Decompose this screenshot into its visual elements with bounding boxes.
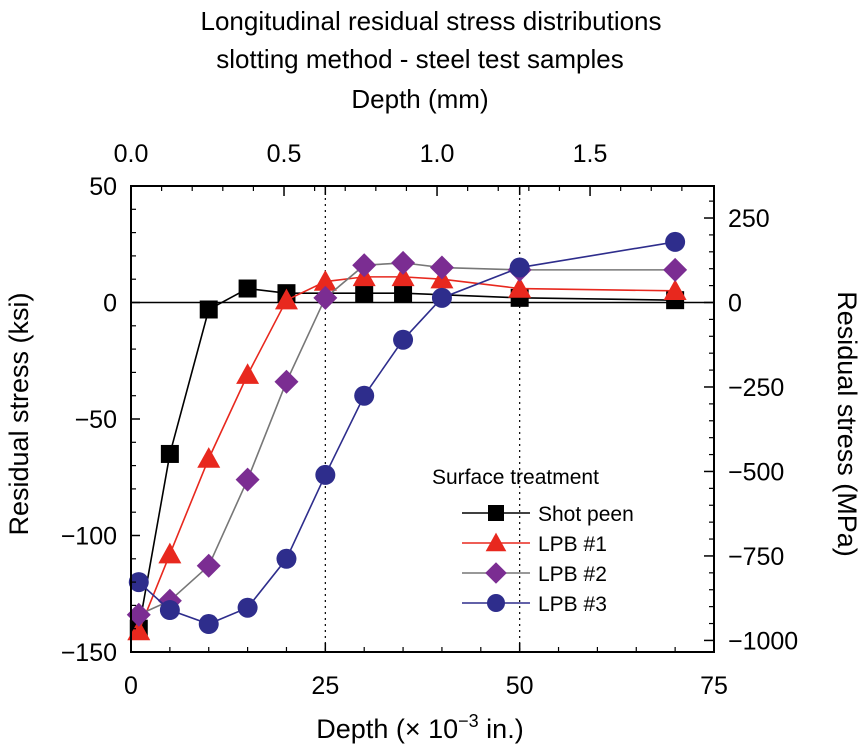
data-point	[508, 277, 532, 298]
right-tick-label: −1000	[728, 627, 798, 655]
data-point	[274, 288, 298, 310]
legend-label: LPB #1	[538, 533, 607, 556]
legend: Surface treatment Shot peen LPB #1 LPB #2 L…	[432, 466, 634, 616]
series-line	[138, 262, 676, 616]
x-tick-label: 75	[700, 672, 728, 700]
right-tick-label: 0	[728, 290, 742, 318]
series-lpb-3	[128, 231, 686, 635]
legend-title: Surface treatment	[432, 466, 599, 489]
data-point	[352, 253, 377, 278]
chart-subtitle: slotting method - steel test samples	[216, 44, 624, 74]
top-axis-label: Depth (mm)	[351, 84, 488, 114]
x-axis-label-tail: in.)	[479, 714, 524, 744]
chart-title: Longitudinal residual stress distributio…	[200, 6, 661, 36]
data-point	[274, 369, 299, 394]
y-axis-label: Residual stress (ksi)	[4, 292, 34, 535]
data-point	[665, 231, 686, 252]
top-tick-label: 1.5	[573, 140, 608, 168]
data-point	[238, 279, 257, 298]
legend-marker	[485, 532, 507, 552]
legend-marker	[488, 505, 504, 521]
y-tick-label: −100	[61, 523, 117, 551]
y-tick-label: 0	[103, 290, 117, 318]
right-tick-label: 250	[728, 205, 770, 233]
data-point	[160, 444, 179, 463]
legend-label: Shot peen	[538, 503, 634, 526]
data-point	[126, 602, 151, 627]
right-tick-label: −500	[728, 458, 784, 486]
y-tick-label: −50	[75, 406, 117, 434]
data-point	[431, 287, 452, 308]
data-point	[394, 284, 413, 303]
data-point	[198, 614, 219, 635]
legend-label: LPB #2	[538, 563, 607, 586]
data-point	[199, 300, 218, 319]
data-point	[354, 385, 375, 406]
top-tick-label: 0.0	[114, 140, 149, 168]
data-point	[393, 329, 414, 350]
data-point	[313, 285, 338, 310]
data-point	[355, 284, 374, 303]
right-axis-label: Residual stress (MPa)	[832, 291, 862, 557]
data-point	[237, 597, 258, 618]
reference-lines	[131, 186, 714, 652]
top-tick-label: 0.5	[267, 140, 302, 168]
data-point	[235, 467, 260, 492]
top-tick-label: 1.0	[420, 140, 455, 168]
x-axis-label: Depth (× 10−3 in.)	[316, 711, 523, 744]
y-tick-label: 50	[89, 173, 117, 201]
data-point	[663, 279, 687, 301]
right-tick-label: −750	[728, 543, 784, 571]
data-point	[276, 548, 297, 569]
data-point	[236, 363, 260, 384]
x-tick-label: 50	[506, 672, 534, 700]
legend-marker	[487, 594, 505, 612]
axis-ticks: 0 25 50 75 50 0 −50 −100 −150 0.0 0.5 1.0 1.5 250 0 −25…	[61, 140, 799, 700]
data-point	[158, 542, 182, 564]
data-point	[315, 464, 336, 485]
data-point	[196, 553, 221, 578]
x-tick-label: 25	[311, 672, 339, 700]
data-point	[127, 619, 151, 641]
x-tick-label: 0	[124, 672, 138, 700]
series-group	[126, 231, 688, 641]
right-tick-label: −250	[728, 374, 784, 402]
x-axis-label-exponent: −3	[458, 711, 479, 731]
data-point	[429, 255, 454, 280]
data-point	[313, 270, 337, 291]
legend-marker	[485, 562, 507, 584]
data-point	[663, 257, 688, 282]
data-point	[197, 447, 221, 468]
y-tick-label: −150	[61, 639, 117, 667]
plot-frame	[130, 185, 715, 653]
data-point	[391, 265, 415, 287]
data-point	[509, 257, 530, 278]
data-point	[159, 600, 180, 621]
x-axis-label-main: Depth (× 10	[316, 714, 458, 744]
data-point	[128, 572, 149, 593]
data-point	[391, 250, 416, 275]
legend-label: LPB #3	[538, 593, 607, 616]
